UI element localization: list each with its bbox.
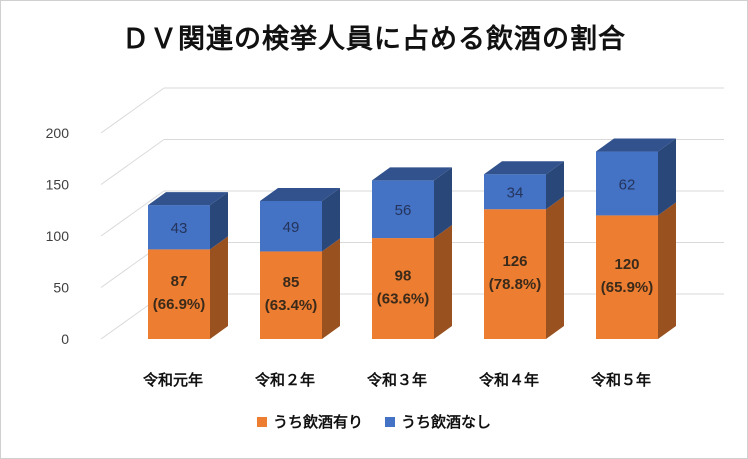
y-tick-label: 0 xyxy=(61,331,69,347)
legend-swatch-without-alcohol xyxy=(385,416,395,427)
legend-item-with-alcohol: うち飲酒有り xyxy=(256,411,363,432)
bar-without-alcohol xyxy=(260,200,322,252)
bar-without-alcohol-side xyxy=(210,192,228,250)
bar-without-alcohol xyxy=(596,151,658,216)
x-category-label: 令和２年 xyxy=(255,371,315,389)
legend-item-without-alcohol: うち飲酒なし xyxy=(385,411,491,432)
legend-swatch-with-alcohol xyxy=(256,416,267,427)
data-label-without-alcohol: 49 xyxy=(283,219,300,236)
data-label-with-alcohol: 85 xyxy=(283,274,300,291)
bar-top-face xyxy=(372,167,452,181)
bar-with-alcohol-side xyxy=(210,236,228,339)
y-tick-label: 50 xyxy=(53,280,69,296)
bar-without-alcohol-side xyxy=(658,138,676,216)
y-tick-label: 100 xyxy=(46,228,70,244)
x-category-label: 令和３年 xyxy=(367,371,427,389)
data-label-without-alcohol: 34 xyxy=(507,185,524,202)
grid-diagonal xyxy=(100,190,165,237)
bar-with-alcohol xyxy=(260,251,322,339)
bar-without-alcohol-side xyxy=(322,187,340,252)
legend-label-with-alcohol: うち飲酒有り xyxy=(272,413,363,431)
data-label-without-alcohol: 43 xyxy=(171,220,188,237)
grid-diagonal xyxy=(100,139,165,185)
data-label-with-alcohol-percent: (66.9%) xyxy=(153,296,206,313)
legend-label-without-alcohol: うち飲酒なし xyxy=(401,413,492,431)
bar-with-alcohol-side xyxy=(658,202,676,339)
data-label-with-alcohol-percent: (65.9%) xyxy=(601,279,654,296)
data-label-without-alcohol: 56 xyxy=(395,202,412,219)
x-category-label: 令和元年 xyxy=(143,371,203,389)
bar-with-alcohol-side xyxy=(434,225,452,339)
data-label-with-alcohol-percent: (78.8%) xyxy=(489,276,542,293)
bar-top-face xyxy=(596,138,676,152)
bar-with-alcohol xyxy=(596,215,658,339)
data-label-with-alcohol: 87 xyxy=(171,273,188,290)
bar-with-alcohol xyxy=(372,238,434,339)
x-category-label: 令和４年 xyxy=(479,371,539,389)
bar-with-alcohol xyxy=(148,249,210,339)
x-category-label: 令和５年 xyxy=(591,371,651,389)
bar-without-alcohol xyxy=(484,174,546,210)
bar-top-face xyxy=(260,187,340,201)
data-label-with-alcohol-percent: (63.4%) xyxy=(265,297,318,314)
bar-without-alcohol-side xyxy=(434,167,452,239)
y-tick-label: 200 xyxy=(46,125,70,141)
data-label-with-alcohol: 98 xyxy=(395,268,412,285)
bar-with-alcohol-side xyxy=(546,196,564,339)
bar-without-alcohol xyxy=(372,180,434,239)
chart-legend: うち飲酒有り うち飲酒なし xyxy=(1,411,747,432)
bar-top-face xyxy=(148,192,228,206)
data-label-with-alcohol-percent: (63.6%) xyxy=(377,291,430,308)
y-tick-label: 150 xyxy=(46,177,70,193)
data-label-with-alcohol: 120 xyxy=(614,256,639,273)
data-label-without-alcohol: 62 xyxy=(619,176,636,193)
bar-without-alcohol xyxy=(148,205,210,250)
chart-title: ＤＶ関連の検挙人員に占める飲酒の割合 xyxy=(122,24,626,55)
grid-diagonal xyxy=(100,87,165,134)
data-label-with-alcohol: 126 xyxy=(502,253,527,270)
bar-without-alcohol-side xyxy=(546,161,564,210)
bar-with-alcohol-side xyxy=(322,238,340,339)
bar-top-face xyxy=(484,161,564,175)
chart-plot: 0 50 100 150 200 87 (66.9%) 43 令和元年 85 (63.4%) 49 令和… xyxy=(46,87,724,389)
bar-with-alcohol xyxy=(484,209,546,339)
